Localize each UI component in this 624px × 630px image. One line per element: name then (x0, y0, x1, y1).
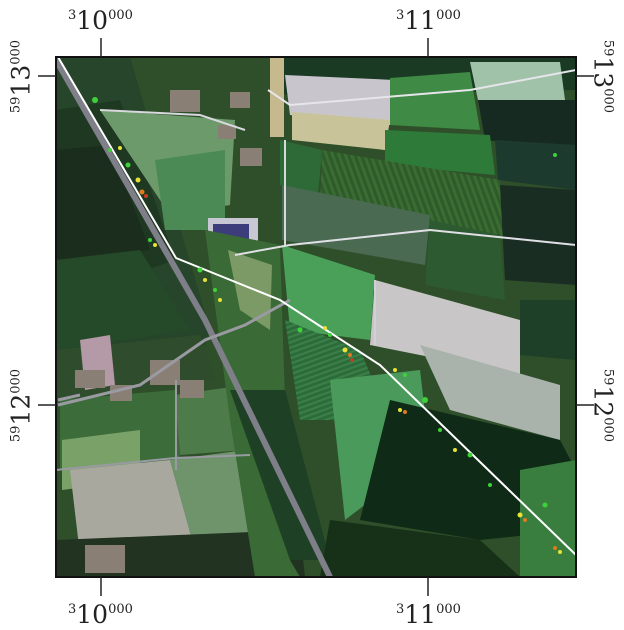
northing-label-left-2: 5912000 (6, 368, 36, 443)
aerial-image (56, 57, 576, 577)
northing-label-left-1: 5913000 (6, 39, 36, 114)
northing-label-right-2: 5912000 (588, 368, 618, 443)
roads (56, 57, 576, 577)
easting-label-bottom-1: 310000 (68, 600, 133, 629)
northing-label-right-1: 5913000 (588, 39, 618, 114)
easting-label-bottom-2: 311000 (396, 600, 461, 629)
easting-label-top-1: 310000 (68, 6, 133, 35)
detection-points (92, 97, 562, 554)
map-frame (55, 56, 577, 578)
tick-marks (38, 38, 594, 596)
village-buildings (75, 90, 262, 573)
easting-label-top-2: 311000 (396, 6, 461, 35)
